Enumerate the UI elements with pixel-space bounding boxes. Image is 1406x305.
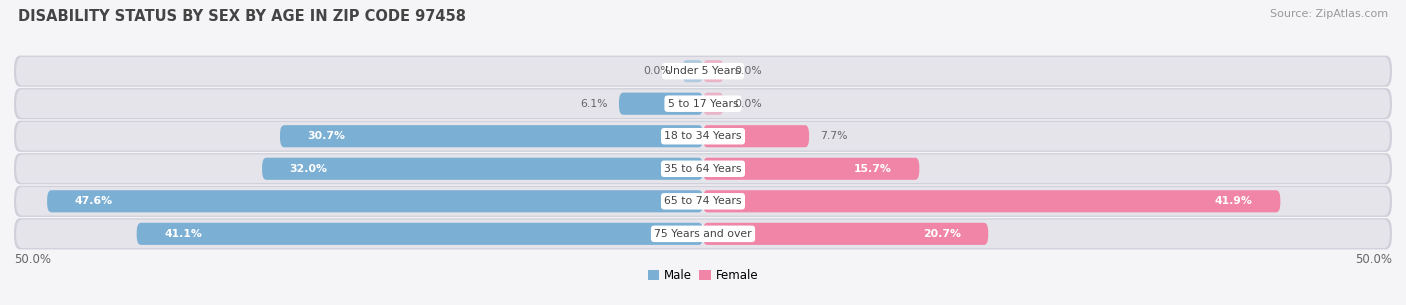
Text: Under 5 Years: Under 5 Years [665,66,741,76]
Text: 47.6%: 47.6% [75,196,112,206]
Text: 65 to 74 Years: 65 to 74 Years [664,196,742,206]
FancyBboxPatch shape [15,187,1391,216]
Text: 15.7%: 15.7% [853,164,891,174]
Legend: Male, Female: Male, Female [643,265,763,287]
Text: 50.0%: 50.0% [1355,253,1392,266]
Text: 41.1%: 41.1% [165,229,202,239]
FancyBboxPatch shape [703,158,920,180]
FancyBboxPatch shape [280,125,703,147]
Text: 0.0%: 0.0% [735,99,762,109]
FancyBboxPatch shape [14,186,1392,217]
FancyBboxPatch shape [14,56,1392,87]
Text: Source: ZipAtlas.com: Source: ZipAtlas.com [1270,9,1388,19]
FancyBboxPatch shape [15,122,1391,151]
FancyBboxPatch shape [703,60,724,82]
Text: 35 to 64 Years: 35 to 64 Years [664,164,742,174]
FancyBboxPatch shape [703,93,724,115]
FancyBboxPatch shape [14,218,1392,249]
Text: 32.0%: 32.0% [290,164,328,174]
FancyBboxPatch shape [15,154,1391,183]
FancyBboxPatch shape [15,89,1391,118]
FancyBboxPatch shape [262,158,703,180]
Text: 0.0%: 0.0% [735,66,762,76]
Text: 20.7%: 20.7% [922,229,960,239]
Text: 5 to 17 Years: 5 to 17 Years [668,99,738,109]
Text: 75 Years and over: 75 Years and over [654,229,752,239]
FancyBboxPatch shape [14,120,1392,152]
FancyBboxPatch shape [15,57,1391,85]
Text: 18 to 34 Years: 18 to 34 Years [664,131,742,141]
Text: 41.9%: 41.9% [1215,196,1253,206]
FancyBboxPatch shape [136,223,703,245]
FancyBboxPatch shape [48,190,703,212]
Text: 6.1%: 6.1% [581,99,607,109]
FancyBboxPatch shape [703,125,808,147]
Text: 50.0%: 50.0% [14,253,51,266]
Text: 0.0%: 0.0% [644,66,671,76]
FancyBboxPatch shape [14,153,1392,185]
Text: DISABILITY STATUS BY SEX BY AGE IN ZIP CODE 97458: DISABILITY STATUS BY SEX BY AGE IN ZIP C… [18,9,467,24]
FancyBboxPatch shape [619,93,703,115]
Text: 7.7%: 7.7% [820,131,848,141]
FancyBboxPatch shape [703,190,1281,212]
FancyBboxPatch shape [682,60,703,82]
FancyBboxPatch shape [14,88,1392,119]
Text: 30.7%: 30.7% [308,131,346,141]
FancyBboxPatch shape [15,220,1391,248]
FancyBboxPatch shape [703,223,988,245]
